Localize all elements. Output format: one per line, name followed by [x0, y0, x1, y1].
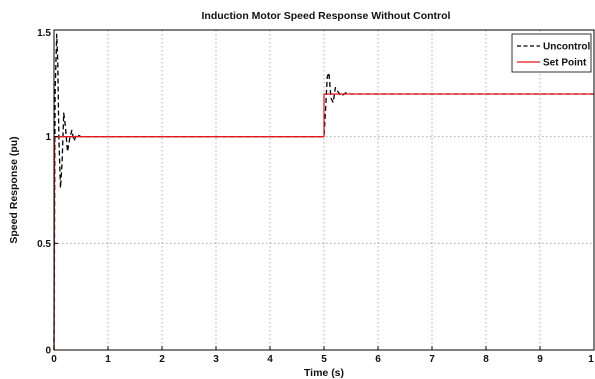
legend-label-uncontrol: Uncontrol	[543, 42, 590, 53]
x-tick-label: 0	[51, 354, 57, 365]
y-tick-label: 0.5	[37, 239, 51, 250]
x-tick-label: 9	[537, 354, 543, 365]
x-axis-label: Time (s)	[304, 367, 344, 379]
y-tick-label: 1	[45, 132, 51, 143]
x-tick-label: 2	[159, 354, 165, 365]
chart-title: Induction Motor Speed Response Without C…	[202, 10, 451, 22]
y-tick-label: 0	[45, 346, 51, 357]
x-tick-label: 6	[375, 354, 381, 365]
x-tick-label: 1	[588, 354, 594, 365]
grid	[54, 30, 594, 350]
x-tick-label: 7	[429, 354, 435, 365]
legend: Uncontrol Set Point	[511, 33, 592, 73]
series-uncontrol	[53, 33, 594, 351]
x-tick-label: 1	[105, 354, 111, 365]
legend-box	[511, 33, 592, 73]
y-axis-label: Speed Response (pu)	[8, 136, 20, 243]
x-tick-label: 3	[213, 354, 219, 365]
legend-label-set-point: Set Point	[543, 58, 587, 69]
x-tick-label: 4	[267, 354, 273, 365]
y-tick-label: 1.5	[37, 28, 51, 39]
tick-layer: 0 1 2 3 4 5 6 7 8 9 100.511.5	[37, 28, 595, 365]
x-tick-label: 5	[321, 354, 327, 365]
x-tick-label: 8	[483, 354, 489, 365]
